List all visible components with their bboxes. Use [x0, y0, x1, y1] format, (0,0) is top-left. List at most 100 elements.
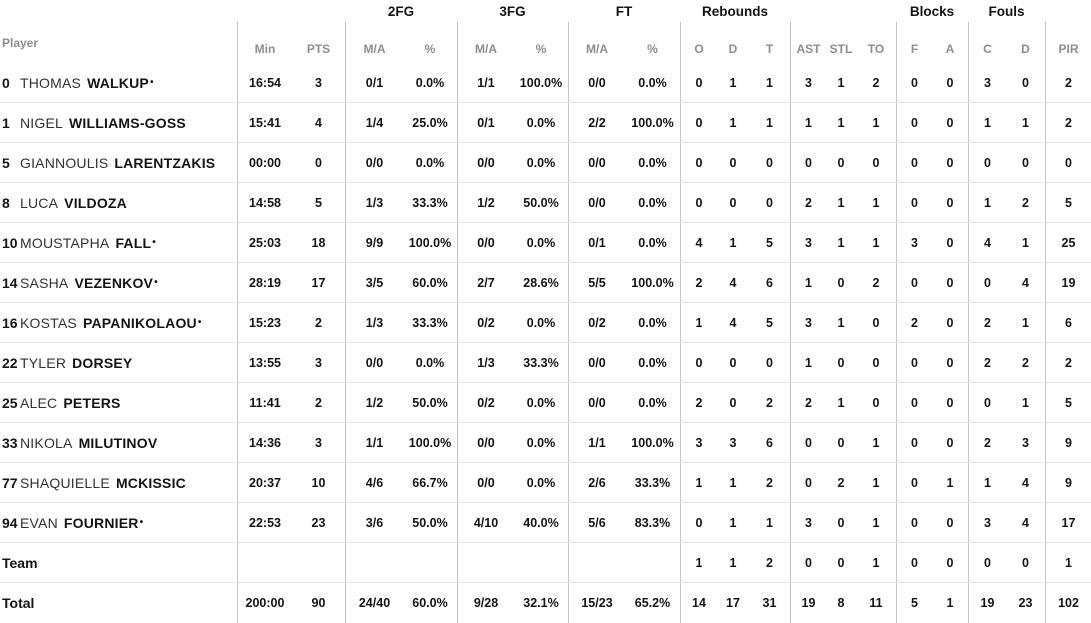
ft-pct-cell: 100.0%	[631, 435, 674, 450]
fouls-committed-cell: 0	[968, 543, 1006, 582]
sub-header-row: Player Min PTS M/A % M/A % M/A % O D T A…	[0, 22, 1091, 63]
player-row: 0 THOMAS WALKUP • 16:54 3 0/1 0.0% 1/1 100.…	[0, 63, 1091, 103]
2fg-pct-cell: 50.0%	[412, 515, 448, 530]
reb-def-cell: 1	[729, 475, 737, 490]
reb-off-cell: 0	[680, 503, 717, 542]
reb-def-cell: 17	[726, 596, 740, 610]
subheader-stl: STL	[829, 42, 853, 56]
player-name-cell: 10 MOUSTAPHA FALL •	[0, 223, 237, 262]
player-first-name: GIANNOULIS	[20, 154, 109, 171]
minutes-cell: 14:36	[237, 423, 292, 462]
2fg-pct-cell: 66.7%	[412, 475, 448, 490]
points-cell: 2	[315, 395, 322, 410]
fouls-drawn-cell: 1	[1022, 115, 1029, 130]
assists-cell: 0	[790, 143, 826, 182]
points-cell: 4	[315, 115, 322, 130]
reb-off-cell: 3	[680, 423, 717, 462]
fouls-committed-cell: 0	[968, 143, 1006, 182]
subheader-player: Player	[2, 36, 39, 50]
ft-ma-cell: 0/0	[568, 63, 625, 102]
blocks-for-cell: 0	[896, 103, 932, 142]
starter-indicator: •	[139, 516, 144, 528]
pir-cell: 17	[1045, 503, 1091, 542]
points-cell: 90	[311, 596, 326, 610]
ft-pct-cell: 33.3%	[634, 475, 671, 490]
turnovers-cell: 1	[872, 235, 880, 250]
pir-cell: 6	[1045, 303, 1091, 342]
fouls-committed-cell: 4	[968, 223, 1006, 262]
assists-cell: 1	[790, 103, 826, 142]
ft-pct-cell: 100.0%	[631, 115, 674, 130]
reb-def-cell: 4	[729, 315, 737, 330]
player-number: 77	[2, 474, 18, 491]
reb-def-cell: 0	[729, 195, 737, 210]
3fg-ma-cell: 4/10	[457, 503, 514, 542]
player-name-cell: 77 SHAQUIELLE MCKISSIC	[0, 463, 237, 502]
blocks-against-cell: 0	[946, 195, 954, 210]
reb-tot-cell: 1	[766, 515, 773, 530]
player-row: 22 TYLER DORSEY 13:55 3 0/0 0.0% 1/3 33.3%…	[0, 343, 1091, 383]
2fg-ma-cell: 3/5	[345, 263, 403, 302]
2fg-ma-cell: 3/6	[345, 503, 403, 542]
minutes-cell: 200:00	[237, 583, 292, 623]
blocks-against-cell: 0	[946, 435, 954, 450]
ft-ma-cell: 0/1	[568, 223, 625, 262]
ft-ma-cell: 0/0	[568, 383, 625, 422]
reb-def-cell: 1	[729, 75, 737, 90]
3fg-pct-cell: 0.0%	[526, 115, 556, 130]
3fg-pct-cell: 0.0%	[526, 435, 556, 450]
blocks-for-cell: 0	[896, 383, 932, 422]
pir-cell: 2	[1045, 63, 1091, 102]
points-cell: 18	[311, 235, 326, 250]
fouls-committed-cell: 0	[968, 263, 1006, 302]
player-row: 16 KOSTAS PAPANIKOLAOU • 15:23 2 1/3 33.3% …	[0, 303, 1091, 343]
minutes-cell: 11:41	[237, 383, 292, 422]
pir-cell: 5	[1045, 183, 1091, 222]
3fg-pct-cell: 0.0%	[526, 395, 556, 410]
reb-def-cell: 0	[729, 155, 737, 170]
minutes-cell: 15:23	[237, 303, 292, 342]
reb-tot-cell: 2	[766, 555, 773, 570]
player-last-name: LARENTZAKIS	[114, 154, 216, 171]
2fg-pct-cell: 0.0%	[415, 155, 445, 170]
player-first-name: ALEC	[20, 394, 58, 411]
fouls-committed-cell: 19	[968, 583, 1006, 623]
player-name-cell: 14 SASHA VEZENKOV •	[0, 263, 237, 302]
ft-pct-cell: 0.0%	[638, 195, 667, 210]
fouls-drawn-cell: 1	[1022, 235, 1029, 250]
player-last-name: PAPANIKOLAOU	[82, 314, 197, 331]
points-cell: 3	[315, 435, 322, 450]
player-name-cell: 8 LUCA VILDOZA	[0, 183, 237, 222]
player-last-name: DORSEY	[72, 354, 133, 371]
player-name-cell: 1 NIGEL WILLIAMS-GOSS	[0, 103, 237, 142]
player-first-name: SASHA	[20, 274, 69, 291]
assists-cell: 0	[790, 543, 826, 582]
player-last-name: WALKUP	[87, 74, 149, 91]
turnovers-cell: 2	[872, 75, 880, 90]
minutes-cell: 13:55	[237, 343, 292, 382]
fouls-committed-cell: 3	[968, 503, 1006, 542]
2fg-ma-cell: 0/0	[345, 143, 403, 182]
row-label: Team	[2, 554, 38, 571]
3fg-ma-cell: 0/0	[457, 463, 514, 502]
fouls-drawn-cell: 4	[1022, 275, 1029, 290]
blocks-for-cell: 0	[896, 423, 932, 462]
assists-cell: 2	[790, 383, 826, 422]
col-group-ft: FT	[615, 3, 633, 19]
blocks-against-cell: 0	[946, 515, 954, 530]
blocks-for-cell: 0	[896, 463, 932, 502]
reb-off-cell: 0	[680, 63, 717, 102]
blocks-for-cell: 5	[896, 583, 932, 623]
pir-cell: 0	[1045, 143, 1091, 182]
fouls-committed-cell: 1	[968, 183, 1006, 222]
3fg-ma-cell: 0/0	[457, 223, 514, 262]
player-last-name: FALL	[115, 234, 152, 251]
blocks-against-cell: 0	[946, 315, 954, 330]
subheader-foul-d: D	[1021, 42, 1030, 56]
reb-tot-cell: 5	[766, 235, 773, 250]
points-cell: 23	[311, 515, 326, 530]
3fg-ma-cell	[457, 543, 514, 582]
ft-pct-cell: 0.0%	[638, 75, 667, 90]
blocks-for-cell: 2	[896, 303, 932, 342]
